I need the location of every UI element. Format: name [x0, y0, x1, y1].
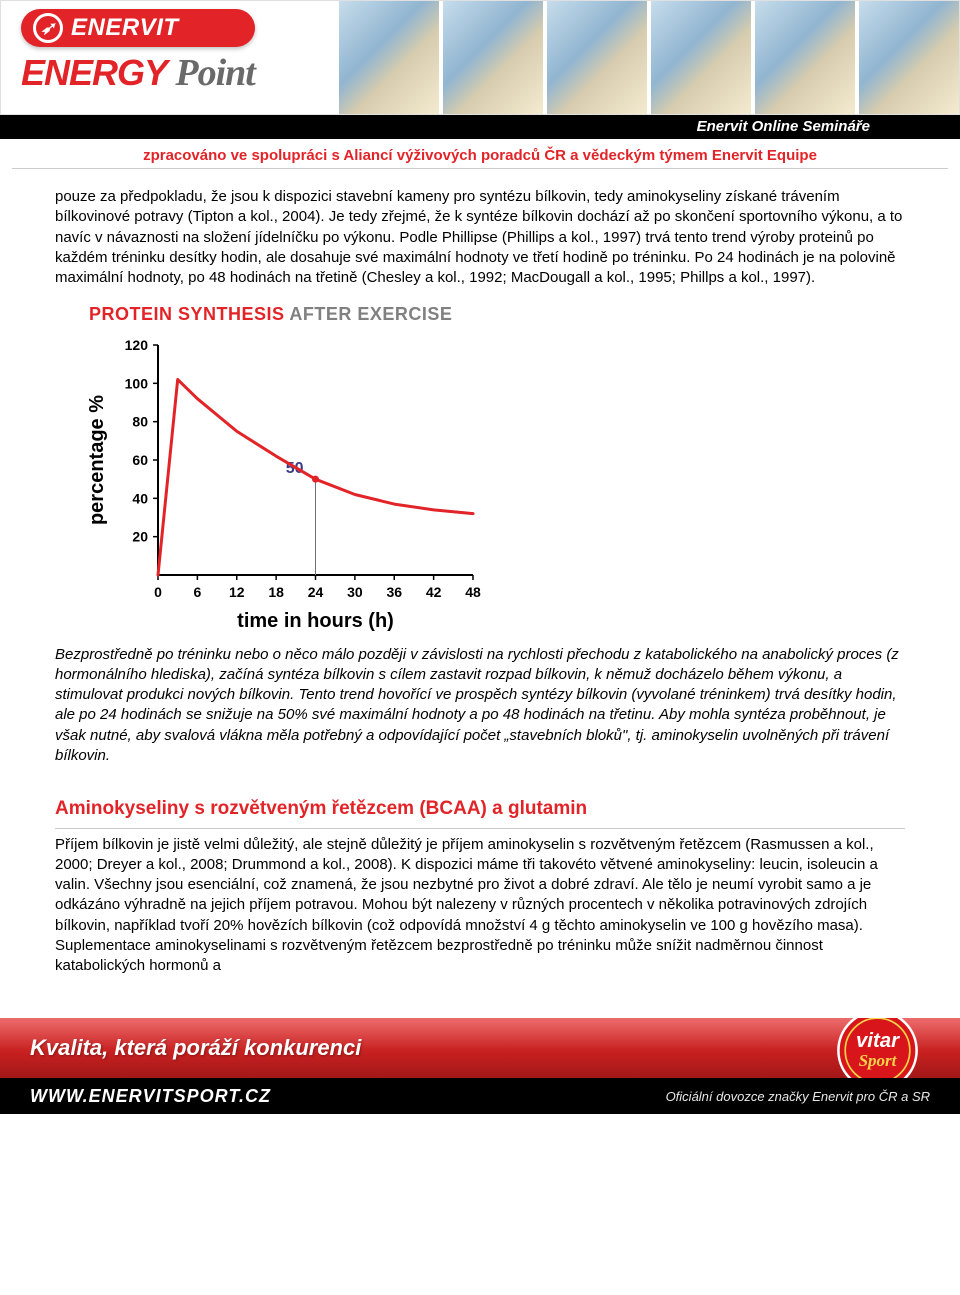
footer-note: Oficiální dovozce značky Enervit pro ČR … [666, 1089, 930, 1104]
footer-url: WWW.ENERVITSPORT.CZ [30, 1086, 271, 1107]
svg-text:0: 0 [154, 584, 162, 600]
header-rule [12, 168, 948, 169]
footer-red-banner: Kvalita, která poráží konkurenci vitar S… [0, 1018, 960, 1078]
energy-word: ENERGY [21, 52, 166, 93]
header-blackbar: Enervit Online Semináře [0, 115, 960, 139]
svg-text:30: 30 [347, 584, 363, 600]
footer-slogan: Kvalita, která poráží konkurenci [30, 1035, 361, 1061]
vitar-text-top: vitar [856, 1031, 900, 1053]
svg-text:percentage %: percentage % [86, 394, 108, 524]
chart-title-main: PROTEIN SYNTHESIS [89, 304, 285, 324]
page-header: ➶ ENERVIT ENERGY Point [0, 0, 960, 115]
svg-text:36: 36 [386, 584, 402, 600]
footer-black-bar: WWW.ENERVITSPORT.CZ Oficiální dovozce zn… [0, 1078, 960, 1114]
enervit-logo: ➶ ENERVIT [21, 9, 255, 47]
svg-text:time in hours (h): time in hours (h) [237, 610, 394, 632]
svg-text:80: 80 [132, 413, 148, 429]
svg-text:42: 42 [426, 584, 442, 600]
header-photo-strip [339, 1, 959, 114]
svg-text:40: 40 [132, 490, 148, 506]
header-subline: zpracováno ve spolupráci s Aliancí výživ… [0, 139, 960, 168]
svg-text:100: 100 [125, 375, 149, 391]
chart-title-sub: AFTER EXERCISE [289, 304, 452, 324]
chart-title: PROTEIN SYNTHESIS AFTER EXERCISE [89, 302, 905, 326]
svg-text:60: 60 [132, 452, 148, 468]
brand-name: ENERVIT [71, 14, 179, 42]
enervit-icon: ➶ [33, 13, 63, 43]
svg-text:24: 24 [308, 584, 324, 600]
chart-caption: Bezprostředně po tréninku nebo o něco má… [55, 645, 905, 767]
chart-svg: 20 40 60 80 100 120 0 6 12 18 24 30 36 42 48 time in ho… [83, 335, 493, 635]
document-body: pouze za předpokladu, že jsou k dispozic… [0, 181, 960, 1000]
vitar-text-bottom: Sport [859, 1051, 898, 1070]
section-heading-bcaa: Aminokyseliny s rozvětveným řetězcem (BC… [55, 796, 905, 829]
vitar-sport-badge: vitar Sport [835, 1018, 920, 1078]
svg-text:48: 48 [465, 584, 481, 600]
point-word: Point [175, 52, 254, 94]
page-footer: Kvalita, která poráží konkurenci vitar S… [0, 1018, 960, 1114]
paragraph-1: pouze za předpokladu, že jsou k dispozic… [55, 187, 905, 288]
seminar-label: Enervit Online Semináře [697, 118, 870, 135]
svg-text:6: 6 [193, 584, 201, 600]
svg-text:12: 12 [229, 584, 245, 600]
brand-logo-block: ➶ ENERVIT ENERGY Point [21, 9, 255, 95]
protein-synthesis-chart: PROTEIN SYNTHESIS AFTER EXERCISE 2040608… [83, 302, 905, 634]
svg-text:20: 20 [132, 528, 148, 544]
paragraph-2: Příjem bílkovin je jistě velmi důležitý,… [55, 835, 905, 977]
svg-text:18: 18 [268, 584, 284, 600]
energy-point-wordmark: ENERGY Point [21, 51, 255, 95]
svg-text:120: 120 [125, 337, 149, 353]
